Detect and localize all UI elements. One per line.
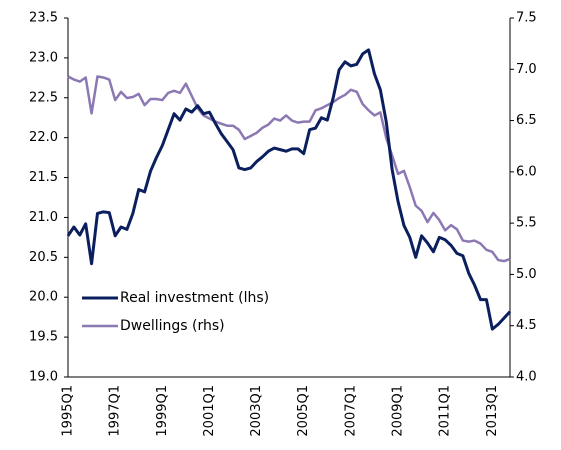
x-tick-label: 1999Q1 [155, 385, 170, 437]
y2-tick-label: 6.0 [516, 164, 537, 179]
y-tick-label: 22.5 [29, 90, 58, 105]
x-tick-label: 2001Q1 [202, 385, 217, 437]
y2-tick-label: 7.5 [516, 11, 537, 26]
y-tick-label: 23.5 [29, 11, 58, 26]
x-tick-label: 1995Q1 [61, 385, 76, 437]
y2-tick-label: 7.0 [516, 62, 537, 77]
y2-tick-label: 5.0 [516, 267, 537, 282]
x-tick-label: 2005Q1 [296, 385, 311, 437]
x-tick-label: 2013Q1 [485, 385, 500, 437]
legend-label: Dwellings (rhs) [120, 318, 225, 334]
x-tick-label: 1997Q1 [108, 385, 123, 437]
y-tick-label: 19.5 [29, 330, 58, 345]
y2-tick-label: 4.5 [516, 318, 537, 333]
x-tick-label: 2003Q1 [249, 385, 264, 437]
y2-tick-label: 5.5 [516, 216, 537, 231]
y-tick-label: 21.5 [29, 170, 58, 185]
x-tick-label: 2011Q1 [438, 385, 453, 437]
y-tick-label: 20.5 [29, 250, 58, 265]
y-tick-label: 20.0 [29, 290, 58, 305]
series-line [67, 75, 511, 263]
y2-tick-label: 4.0 [516, 370, 537, 385]
y-tick-label: 22.0 [29, 130, 58, 145]
series-line [66, 48, 512, 331]
y2-tick-label: 6.5 [516, 113, 537, 128]
x-tick-label: 2009Q1 [391, 385, 406, 437]
y-tick-label: 19.0 [29, 370, 58, 385]
y-tick-label: 21.0 [29, 210, 58, 225]
legend-label: Real investment (lhs) [120, 290, 269, 306]
x-tick-label: 2007Q1 [343, 385, 358, 437]
y-tick-label: 23.0 [29, 50, 58, 65]
